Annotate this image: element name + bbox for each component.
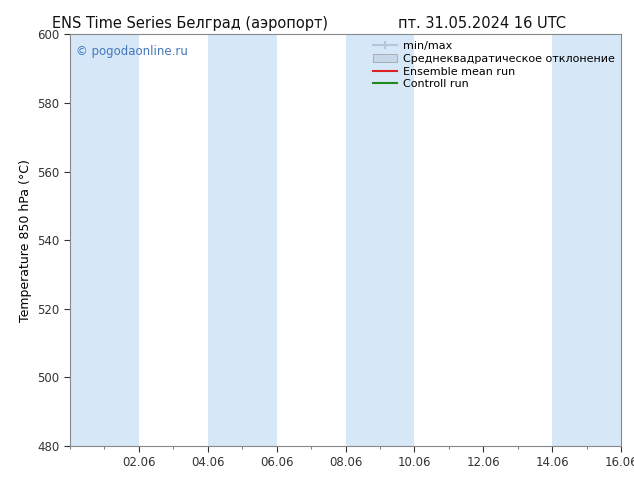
Y-axis label: Temperature 850 hPa (°C): Temperature 850 hPa (°C): [18, 159, 32, 321]
Legend: min/max, Среднеквадратическое отклонение, Ensemble mean run, Controll run: min/max, Среднеквадратическое отклонение…: [370, 38, 618, 93]
Bar: [552, 34, 621, 446]
Text: пт. 31.05.2024 16 UTC: пт. 31.05.2024 16 UTC: [398, 16, 566, 31]
Text: ENS Time Series Белград (аэропорт): ENS Time Series Белград (аэропорт): [52, 16, 328, 31]
Bar: [207, 34, 276, 446]
Bar: [70, 34, 139, 446]
Bar: [346, 34, 415, 446]
Text: © pogodaonline.ru: © pogodaonline.ru: [76, 45, 188, 58]
